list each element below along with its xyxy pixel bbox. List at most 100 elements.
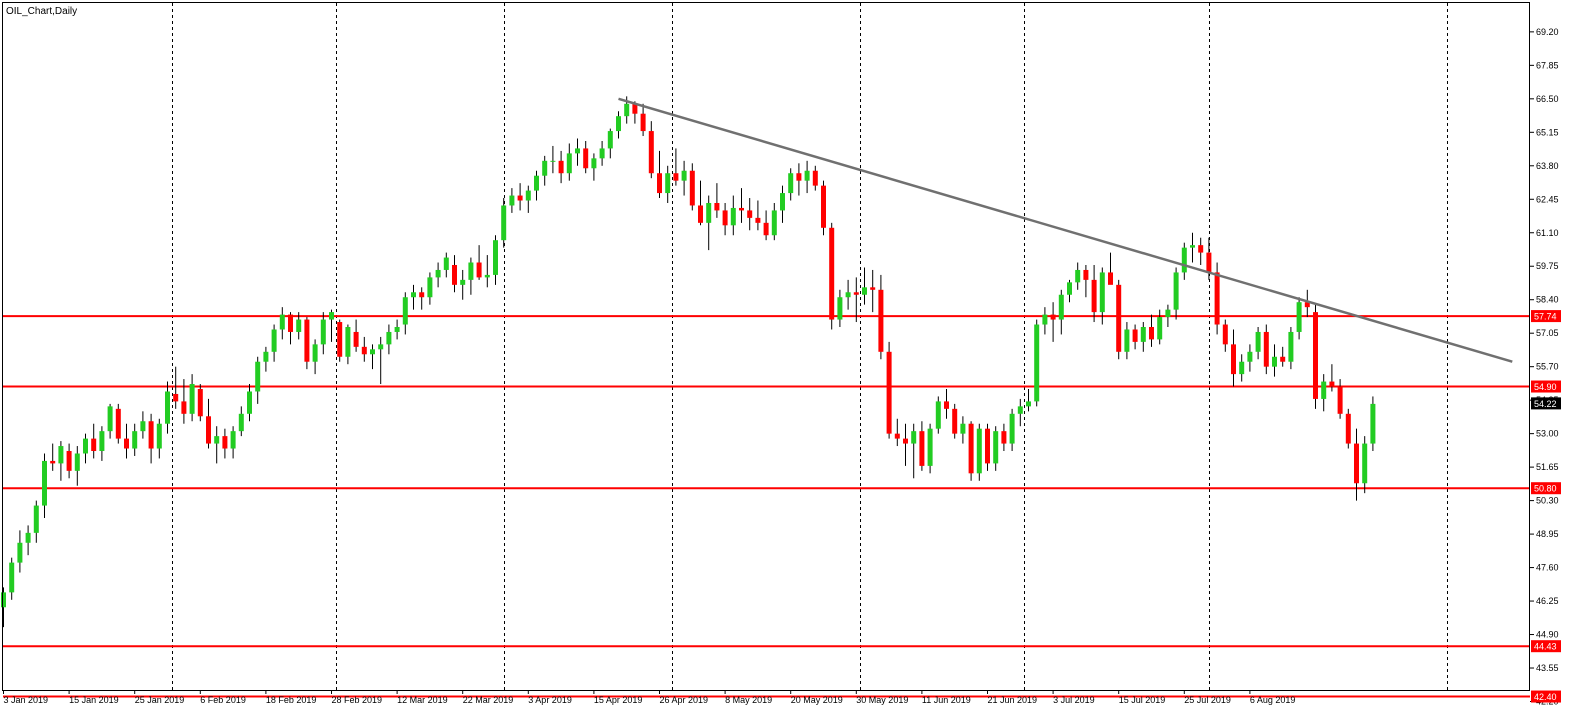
candle-84 xyxy=(689,163,695,211)
candle-51 xyxy=(419,287,425,310)
candle-74 xyxy=(607,128,613,159)
candle-27 xyxy=(222,428,228,459)
candle-body-44 xyxy=(361,346,367,355)
candle-55 xyxy=(452,255,457,293)
candle-body-63 xyxy=(517,195,523,201)
level-badge-42.40-text: 42.40 xyxy=(1534,692,1557,702)
candle-106 xyxy=(870,269,876,313)
date-tick-label: 12 Mar 2019 xyxy=(397,695,448,705)
candle-94 xyxy=(771,202,777,241)
candle-body-87 xyxy=(714,202,720,211)
candle-31 xyxy=(255,356,261,404)
candle-body-9 xyxy=(74,453,80,471)
candle-92 xyxy=(755,200,761,231)
candle-body-122 xyxy=(1001,431,1007,444)
candle-160 xyxy=(1313,304,1318,409)
candle-body-111 xyxy=(911,431,917,444)
candle-77 xyxy=(632,101,638,124)
candle-141 xyxy=(1157,309,1163,345)
date-tick-label: 25 Jan 2019 xyxy=(135,695,185,705)
candle-body-80 xyxy=(657,173,662,194)
candle-body-75 xyxy=(616,116,621,132)
candle-154 xyxy=(1263,324,1269,375)
candle-98 xyxy=(804,160,810,194)
trendline[interactable] xyxy=(618,97,1513,363)
candle-body-40 xyxy=(329,312,334,320)
candle-body-2 xyxy=(17,542,23,563)
candle-45 xyxy=(370,344,375,370)
candle-body-121 xyxy=(993,431,999,464)
candle-7 xyxy=(58,441,64,481)
candle-body-128 xyxy=(1050,314,1056,320)
candle-body-61 xyxy=(501,205,507,241)
candle-108 xyxy=(886,341,892,439)
candle-body-160 xyxy=(1313,312,1318,399)
candle-142 xyxy=(1165,304,1171,327)
candle-body-77 xyxy=(632,103,638,114)
candle-body-31 xyxy=(255,361,261,392)
date-tick-label: 28 Feb 2019 xyxy=(332,695,383,705)
candle-body-107 xyxy=(878,289,884,352)
candle-body-116 xyxy=(952,408,958,434)
candle-124 xyxy=(1017,398,1023,427)
date-tick-label: 18 Feb 2019 xyxy=(266,695,317,705)
candle-body-115 xyxy=(944,401,949,409)
candle-163 xyxy=(1337,379,1343,419)
candle-body-88 xyxy=(722,210,728,226)
candle-body-49 xyxy=(402,297,408,325)
candle-105 xyxy=(862,267,867,305)
price-tick-label: 50.30 xyxy=(1536,496,1559,506)
candle-2 xyxy=(17,530,23,573)
candle-117 xyxy=(960,416,966,444)
candle-15 xyxy=(124,423,129,459)
candle-body-22 xyxy=(181,401,187,414)
candle-body-113 xyxy=(927,428,933,466)
price-tick-label: 65.15 xyxy=(1536,127,1559,137)
candle-body-132 xyxy=(1083,269,1089,280)
candle-8 xyxy=(66,443,72,479)
candle-body-5 xyxy=(42,460,47,506)
candle-83 xyxy=(681,160,687,196)
candle-body-99 xyxy=(812,170,818,186)
candle-body-93 xyxy=(763,222,769,236)
candle-102 xyxy=(837,289,843,327)
level-badge-50.80-bg xyxy=(1531,482,1561,495)
candle-body-154 xyxy=(1263,331,1269,367)
candle-body-20 xyxy=(165,391,170,424)
candle-58 xyxy=(476,245,482,280)
candle-72 xyxy=(591,153,597,181)
candle-149 xyxy=(1222,319,1228,352)
candle-body-119 xyxy=(976,428,982,474)
candle-81 xyxy=(665,165,671,203)
price-tick-label: 58.40 xyxy=(1536,295,1559,305)
candle-body-74 xyxy=(607,131,613,149)
candle-body-17 xyxy=(140,421,146,432)
candle-body-55 xyxy=(452,264,457,285)
candle-body-144 xyxy=(1181,247,1187,273)
candle-157 xyxy=(1288,326,1294,370)
candle-28 xyxy=(230,426,236,459)
candle-body-52 xyxy=(427,277,433,298)
trendline-layer xyxy=(618,97,1513,363)
candle-body-50 xyxy=(411,292,416,298)
candle-69 xyxy=(566,143,572,181)
price-tick-label: 47.60 xyxy=(1536,563,1559,573)
candle-80 xyxy=(657,150,662,199)
date-tick-label: 22 Mar 2019 xyxy=(463,695,514,705)
candle-135 xyxy=(1108,252,1113,285)
vertical-gridlines xyxy=(172,3,1448,690)
candle-10 xyxy=(83,433,88,464)
candle-59 xyxy=(484,255,490,288)
candle-120 xyxy=(985,423,990,471)
candle-body-114 xyxy=(935,401,941,429)
candle-122 xyxy=(1001,423,1007,452)
level-badge-42.40: 42.40 xyxy=(1531,690,1561,703)
level-badge-44.43-text: 44.43 xyxy=(1534,642,1557,652)
candle-body-90 xyxy=(739,207,744,211)
candle-body-165 xyxy=(1354,443,1359,484)
candle-132 xyxy=(1083,264,1089,298)
date-tick-label: 21 Jun 2019 xyxy=(988,695,1038,705)
candle-body-36 xyxy=(296,319,302,332)
candle-104 xyxy=(853,277,859,323)
candle-101 xyxy=(829,222,835,330)
